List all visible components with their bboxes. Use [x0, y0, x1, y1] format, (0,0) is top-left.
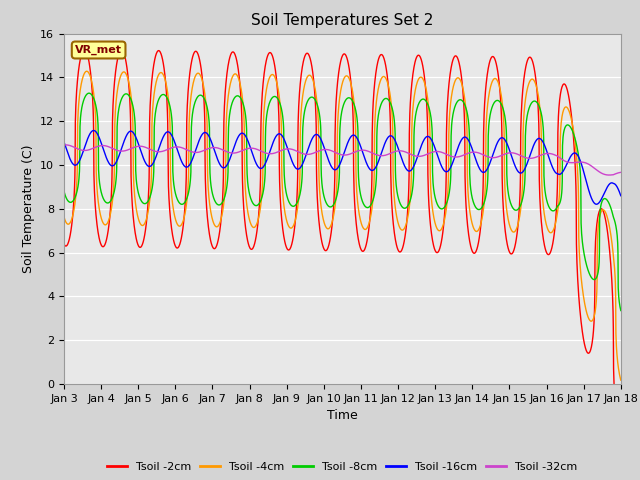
Tsoil -4cm	[504, 217, 512, 223]
Line: Tsoil -8cm: Tsoil -8cm	[64, 93, 621, 311]
Tsoil -16cm	[568, 152, 575, 157]
Tsoil -16cm	[216, 161, 223, 167]
Tsoil -32cm	[371, 151, 379, 157]
Legend: Tsoil -2cm, Tsoil -4cm, Tsoil -8cm, Tsoil -16cm, Tsoil -32cm: Tsoil -2cm, Tsoil -4cm, Tsoil -8cm, Tsoi…	[103, 457, 582, 477]
Tsoil -32cm	[584, 161, 591, 167]
Y-axis label: Soil Temperature (C): Soil Temperature (C)	[22, 144, 35, 273]
Tsoil -4cm	[60, 214, 68, 220]
Tsoil -32cm	[568, 160, 575, 166]
Tsoil -2cm	[568, 116, 575, 122]
Tsoil -16cm	[371, 166, 379, 172]
Tsoil -16cm	[504, 144, 512, 150]
Tsoil -4cm	[83, 68, 90, 74]
Tsoil -16cm	[584, 182, 591, 188]
Tsoil -8cm	[359, 199, 367, 205]
Line: Tsoil -16cm: Tsoil -16cm	[64, 131, 621, 204]
Tsoil -4cm	[371, 122, 379, 128]
Tsoil -16cm	[593, 202, 600, 207]
Tsoil -8cm	[60, 188, 68, 194]
Tsoil -2cm	[81, 47, 88, 52]
Line: Tsoil -2cm: Tsoil -2cm	[64, 49, 621, 440]
Tsoil -16cm	[617, 193, 625, 199]
Tsoil -4cm	[359, 224, 367, 230]
Tsoil -32cm	[60, 142, 68, 148]
Tsoil -4cm	[617, 377, 625, 383]
Tsoil -16cm	[90, 128, 97, 133]
Tsoil -2cm	[216, 230, 223, 236]
Tsoil -8cm	[504, 191, 512, 196]
Tsoil -2cm	[504, 246, 512, 252]
Tsoil -8cm	[216, 202, 223, 208]
Tsoil -2cm	[584, 349, 591, 355]
Tsoil -8cm	[568, 127, 575, 132]
Tsoil -8cm	[584, 265, 591, 271]
Tsoil -4cm	[584, 312, 591, 318]
Tsoil -32cm	[216, 145, 223, 151]
Tsoil -8cm	[371, 190, 379, 196]
Tsoil -8cm	[85, 90, 93, 96]
Tsoil -2cm	[371, 79, 379, 85]
Line: Tsoil -32cm: Tsoil -32cm	[64, 145, 621, 175]
Tsoil -8cm	[617, 308, 625, 313]
Title: Soil Temperatures Set 2: Soil Temperatures Set 2	[252, 13, 433, 28]
Tsoil -2cm	[60, 241, 68, 247]
X-axis label: Time: Time	[327, 409, 358, 422]
Tsoil -16cm	[60, 139, 68, 145]
Tsoil -4cm	[568, 118, 575, 124]
Tsoil -16cm	[359, 149, 367, 155]
Tsoil -2cm	[617, 437, 625, 443]
Text: VR_met: VR_met	[75, 45, 122, 55]
Tsoil -4cm	[216, 221, 223, 227]
Tsoil -32cm	[504, 150, 512, 156]
Tsoil -32cm	[605, 172, 613, 178]
Tsoil -32cm	[61, 142, 69, 148]
Tsoil -2cm	[359, 249, 367, 254]
Line: Tsoil -4cm: Tsoil -4cm	[64, 71, 621, 380]
Tsoil -32cm	[359, 147, 367, 153]
Tsoil -32cm	[617, 169, 625, 175]
